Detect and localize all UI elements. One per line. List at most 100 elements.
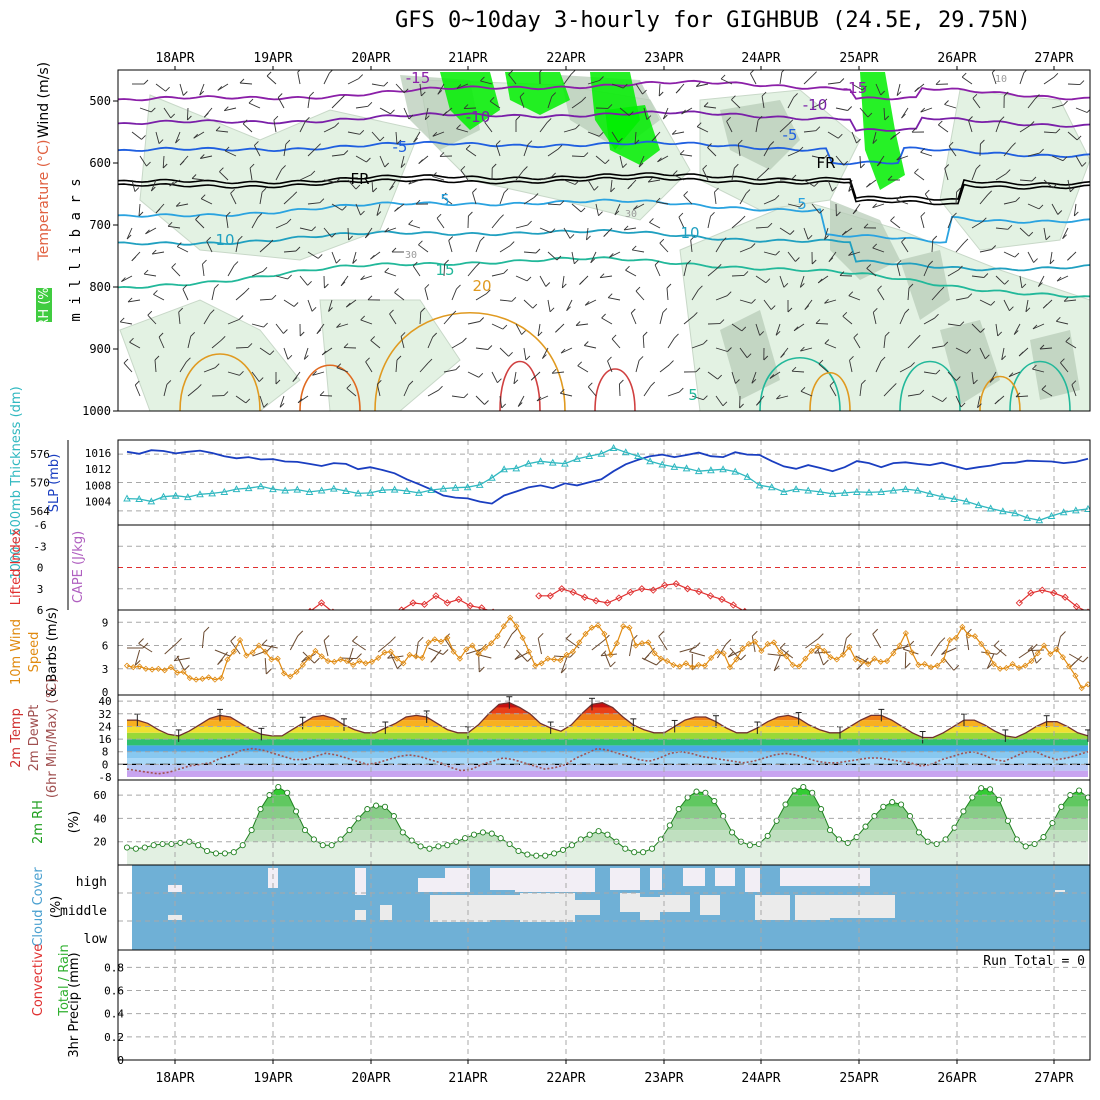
wind-barb-r0-c13 [437, 83, 445, 95]
wind-barb-r3-c7 [307, 147, 317, 157]
wind-barb-r2-c29 [827, 131, 839, 139]
rh-point-22 [319, 842, 326, 849]
wind-barb-flag-r2-c37 [1029, 121, 1035, 126]
wind-barb-flag-r0-c33 [914, 87, 920, 92]
wind-barb-r6-c11 [384, 227, 397, 233]
wind-barb-flag-r8-c4 [233, 261, 239, 266]
wind-barb-r8-c1 [144, 273, 157, 277]
wind-barb-r6-c6 [275, 222, 288, 229]
rh-point-39 [470, 831, 478, 838]
wind-barb-flag-r8-c19 [579, 280, 584, 285]
temp-clip-group [118, 696, 1090, 777]
wind10m-point-51 [444, 634, 451, 641]
wind-barb-r0-c2 [179, 83, 184, 96]
thickness-point-53 [767, 483, 776, 491]
wind-barb-r2-c27 [779, 123, 790, 133]
wind-barb-flag-r8-c18 [561, 283, 567, 289]
wind-barb-r10-c21 [630, 312, 637, 325]
wind10m-point-140 [1003, 664, 1010, 672]
wind10m-point-16 [224, 656, 231, 663]
cloud-clear-mid-11 [795, 895, 830, 920]
wind-barb-r1-c26 [761, 96, 765, 109]
temp-band-11 [127, 702, 1088, 708]
wind-barb-flag-r4-c26 [764, 167, 770, 173]
rh-point-8 [195, 842, 202, 849]
isotherm-label-14: 5 [688, 386, 698, 404]
wind-barb-r7-c8 [331, 251, 337, 264]
wind10m-point-1 [130, 664, 137, 671]
wind-barb-r7-c7 [307, 251, 319, 259]
wind-barb-r0-c3 [199, 83, 205, 96]
wind10m-point-76 [601, 630, 608, 637]
cloud-clear-high-8 [683, 868, 705, 886]
wind10m-barb-flag-10 [173, 655, 180, 662]
upper-ylabel-group: Wind (m/s)Temperature (°C)RH (%) [36, 62, 52, 328]
wind-barb-flag-r11-c37 [1018, 351, 1024, 357]
wind-barb-r3-c28 [811, 155, 824, 160]
wind10m-barb-22 [264, 657, 267, 675]
wind-barb-flag-r9-c36 [1009, 306, 1014, 312]
wind-barb-flag-r2-c13 [432, 131, 438, 137]
wind-barb-r8-c7 [299, 275, 308, 286]
isotherm-m5 [118, 140, 1090, 166]
wind-barb-r11-c20 [611, 338, 621, 349]
temp-band-9 [127, 713, 1088, 721]
temp-band-5 [127, 739, 1088, 746]
thickness-point-66 [926, 489, 934, 497]
wind-barb-flag-r10-c35 [980, 328, 985, 333]
wind-barb-flag-r5-c33 [924, 189, 930, 195]
wind-barb-flag-r3-c39 [1081, 162, 1087, 167]
wind-barb-flag-r3-c32 [896, 155, 902, 161]
wind10m-point-33 [331, 658, 338, 665]
temp-band-6 [127, 732, 1088, 740]
wind-barb-flag-r2-c10 [379, 136, 385, 142]
cloud-clear-mid-0 [355, 910, 366, 920]
wind-barb-r6-c23 [678, 216, 685, 229]
wind-barb-r0-c24 [696, 83, 709, 87]
wind10m-point-89 [682, 660, 690, 667]
rh-point-107 [1076, 787, 1083, 794]
thickness-point-17 [329, 484, 338, 492]
wind-barb-flag-r2-c9 [359, 129, 365, 135]
wind-barb-flag-r12-c14 [478, 372, 484, 378]
wind-barb-r1-c15 [489, 100, 501, 109]
wind10m-barb-flag-4 [138, 638, 144, 644]
wind-barb-r0-c12 [419, 83, 422, 96]
wind-barb-r5-c10 [376, 203, 381, 216]
wind-barb-flag-r2-c35 [968, 116, 973, 121]
wind-barb-flag-r1-c25 [731, 95, 736, 101]
thickness-point-10 [244, 484, 253, 492]
thickness-point-22 [390, 485, 399, 493]
wind-barb-flag-r10-c24 [719, 319, 725, 324]
wind-barb-flag-r5-c20 [614, 210, 620, 216]
wind10m-point-46 [412, 653, 419, 660]
date-top-19APR: 19APR [253, 51, 292, 66]
wind-barb-flag-r4-c10 [372, 187, 378, 193]
wind-barb-r1-c25 [731, 99, 741, 109]
wind-barb-flag-r2-c36 [999, 116, 1005, 122]
wind-barb-r4-c33 [914, 172, 925, 181]
upper-ylabel-temp: Temperature (°C) [36, 140, 52, 262]
wind-barb-r1-c31 [883, 107, 886, 121]
wind-barb-flag-r12-c10 [365, 357, 370, 363]
rh-point-12 [230, 849, 237, 856]
wind-barb-r6-c29 [824, 227, 829, 240]
wind10m-barb-104 [773, 655, 781, 671]
wind-barb-r3-c18 [571, 155, 585, 158]
wind-barb-flag-r9-c32 [908, 283, 914, 289]
rh-point-82 [853, 834, 860, 841]
cloud-clear-mid-1 [380, 905, 392, 920]
wind10m-point-117 [858, 658, 865, 665]
wind10m-barb-150 [1068, 653, 1084, 663]
wind-barb-flag-r1-c19 [607, 104, 613, 109]
wind-barb-flag-r2-c0 [141, 135, 146, 140]
wind-barb-r0-c35 [961, 76, 973, 85]
wind10m-barb-128 [930, 642, 941, 657]
upper-ytick-label-800: 800 [89, 280, 111, 294]
wind-barb-r7-c27 [787, 251, 796, 262]
wind-barb-r9-c4 [235, 291, 246, 301]
wind-barb-r3-c29 [835, 155, 845, 166]
wind-barb-flag-r1-c21 [646, 115, 652, 120]
wind-barb-r2-c20 [611, 131, 619, 143]
wind-barb-flag-r3-c36 [1011, 142, 1016, 148]
